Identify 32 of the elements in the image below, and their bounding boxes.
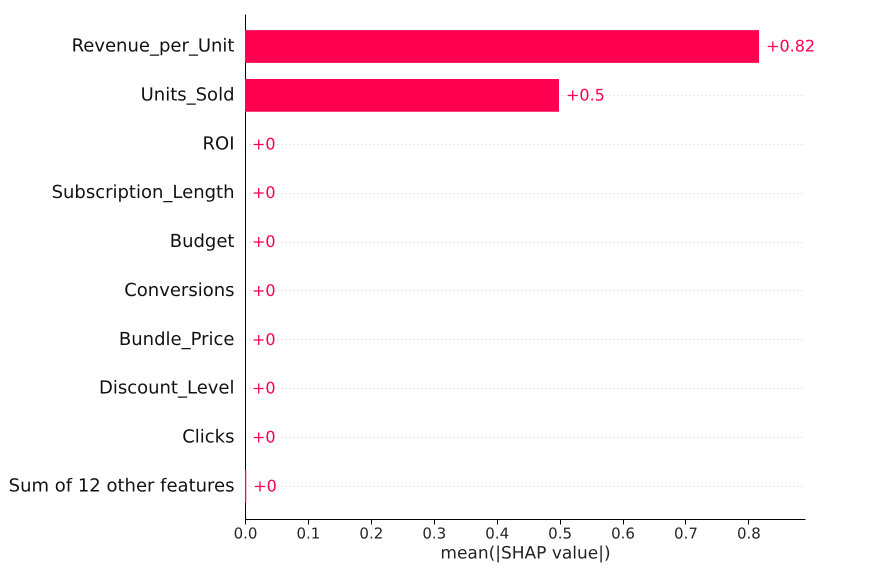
y-tick-label: Conversions: [124, 280, 234, 301]
data-label: +0: [253, 476, 277, 496]
bar: [245, 30, 760, 63]
x-tick-label: 0.6: [611, 524, 635, 542]
data-label: +0: [252, 232, 276, 252]
data-label: +0: [252, 183, 276, 202]
x-axis-title: mean(|SHAP value|): [440, 544, 611, 564]
x-tick-label: 0.2: [359, 524, 384, 542]
data-label: +0: [252, 280, 276, 300]
y-tick-label: Budget: [170, 231, 234, 252]
y-tick-label: Units_Sold: [140, 84, 234, 106]
bar: [245, 79, 559, 112]
x-tick-label: 0.7: [674, 524, 698, 542]
y-tick-label: Subscription_Length: [52, 182, 234, 204]
x-tick-label: 0.5: [548, 524, 572, 542]
x-tick-label: 0.3: [422, 524, 446, 542]
y-tick-label: Revenue_per_Unit: [72, 36, 234, 57]
x-tick-label: 0.1: [296, 524, 320, 542]
data-label: +0: [252, 378, 276, 398]
data-label: +0: [252, 134, 276, 154]
y-tick-label: Bundle_Price: [118, 328, 234, 350]
y-tick-label: ROI: [202, 133, 234, 154]
data-label: +0: [252, 428, 276, 447]
y-tick-label: Sum of 12 other features: [8, 475, 234, 496]
data-label: +0: [252, 330, 276, 349]
x-tick-label: 0.8: [736, 524, 761, 542]
data-label: +0.82: [766, 36, 816, 56]
y-tick-label: Clicks: [182, 426, 234, 448]
x-tick-label: 0.4: [485, 524, 510, 542]
y-tick-label: Discount_Level: [98, 378, 234, 399]
x-tick-label: 0.0: [234, 524, 258, 542]
data-label: +0.5: [566, 85, 605, 104]
